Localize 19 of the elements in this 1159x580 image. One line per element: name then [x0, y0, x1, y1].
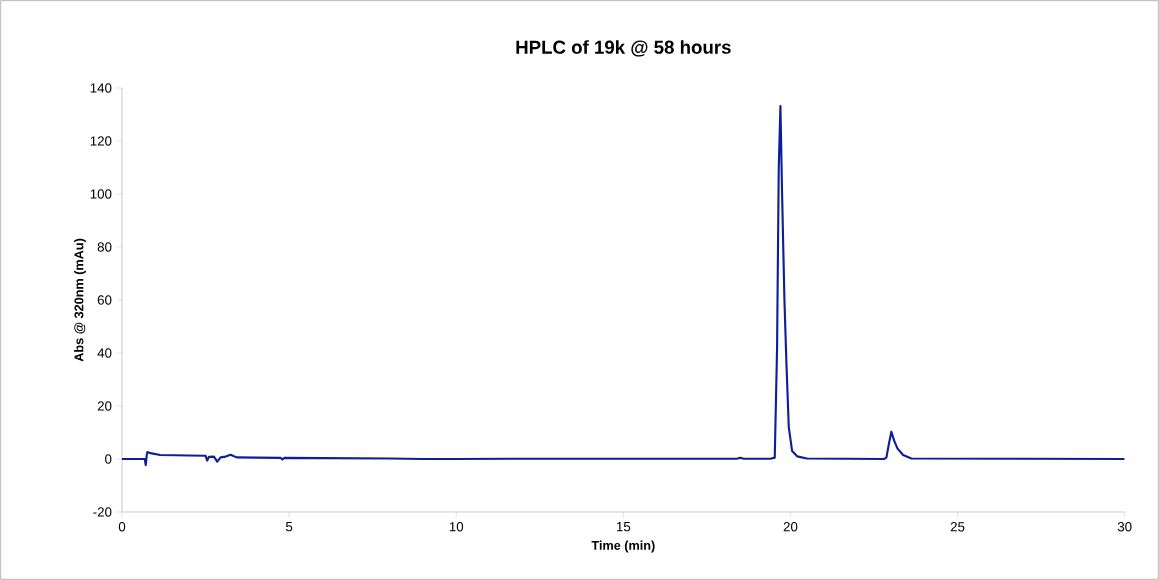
x-tick-label: 15: [616, 522, 631, 532]
x-tick-label: 0: [118, 522, 126, 532]
y-tick-label: 20: [97, 401, 112, 411]
y-tick-label: -20: [93, 507, 112, 517]
y-tick-label: 140: [90, 83, 112, 93]
x-tick-label: 25: [950, 522, 965, 532]
y-tick-label: 0: [105, 454, 112, 464]
y-tick-label: 60: [97, 295, 112, 305]
x-tick-label: 5: [285, 522, 293, 532]
x-axis-title: Time (min): [591, 540, 655, 553]
y-axis-title: Abs @ 320nm (mAu): [74, 238, 86, 362]
y-tick-label: 120: [90, 136, 112, 146]
x-tick-label: 10: [449, 522, 464, 532]
y-tick-label: 40: [97, 348, 112, 358]
y-tick-label: 80: [97, 242, 112, 252]
x-tick-label: 30: [1117, 522, 1132, 532]
y-tick-label: 100: [90, 189, 112, 199]
chart-title: HPLC of 19k @ 58 hours: [516, 40, 731, 57]
x-tick-label: 20: [783, 522, 798, 532]
